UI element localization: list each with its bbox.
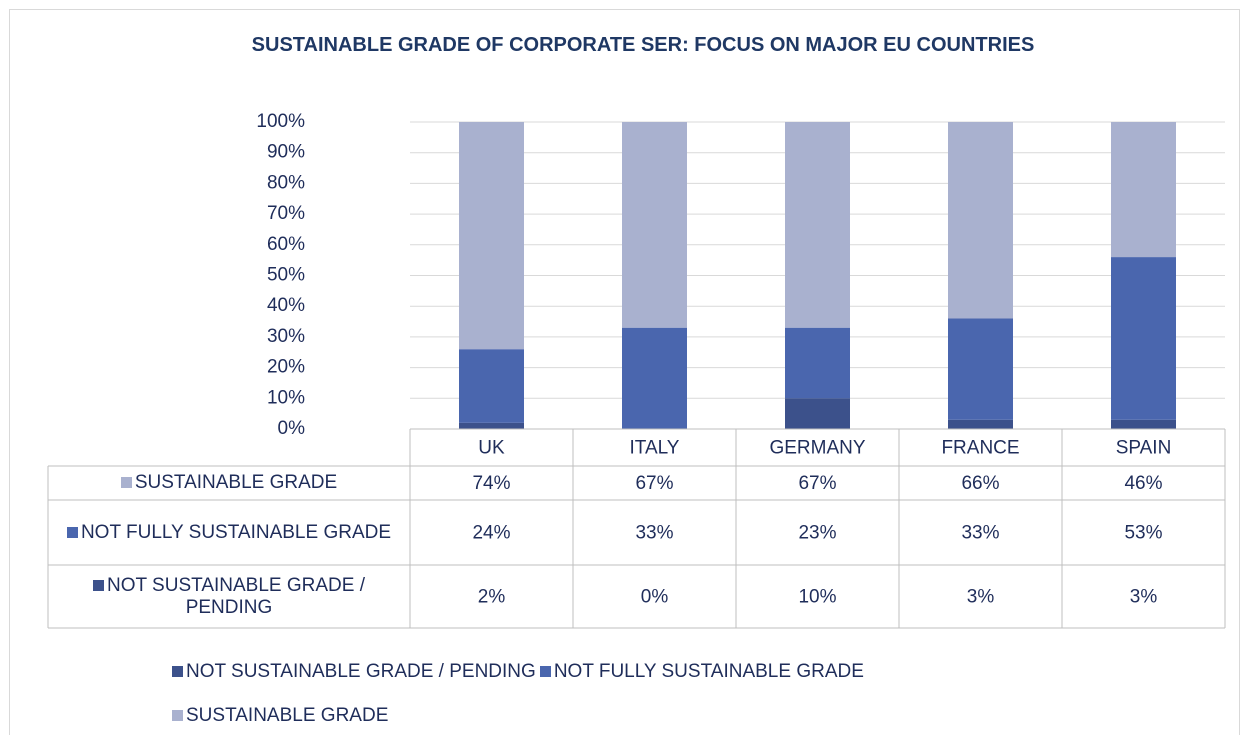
legend-item: NOT FULLY SUSTAINABLE GRADE	[539, 650, 864, 694]
table-row-label-box: NOT SUSTAINABLE GRADE / PENDING	[48, 575, 410, 619]
table-value: 74%	[472, 473, 510, 494]
bar-segment	[622, 327, 687, 429]
bar-segment	[622, 122, 687, 328]
bar-segment	[785, 398, 850, 429]
table-value: 3%	[1130, 587, 1158, 608]
x-tick-label: UK	[478, 438, 505, 459]
series-name: SUSTAINABLE GRADE	[134, 472, 338, 493]
table-value: 46%	[1124, 473, 1162, 494]
chart-title: SUSTAINABLE GRADE OF CORPORATE SER: FOCU…	[251, 34, 1035, 56]
y-tick-label: 80%	[267, 172, 305, 193]
table-row-label: SUSTAINABLE GRADE	[48, 466, 410, 500]
y-tick-label: 100%	[256, 111, 305, 132]
x-tick-label: FRANCE	[941, 438, 1019, 459]
table-value: 10%	[798, 587, 836, 608]
table-value: 33%	[961, 523, 999, 544]
table-row-label-box: SUSTAINABLE GRADE	[120, 472, 338, 494]
legend-label: NOT FULLY SUSTAINABLE GRADE	[553, 661, 864, 682]
x-tick-label: GERMANY	[769, 438, 865, 459]
bars	[459, 122, 1176, 429]
bar-segment	[1111, 419, 1176, 429]
x-tick-label: SPAIN	[1116, 438, 1172, 459]
table-value: 66%	[961, 473, 999, 494]
y-tick-label: 20%	[267, 357, 305, 378]
bar-segment	[1111, 122, 1176, 258]
legend-label: NOT SUSTAINABLE GRADE / PENDING	[186, 661, 536, 682]
table-value: 0%	[641, 587, 669, 608]
y-tick-label: 70%	[267, 203, 305, 224]
y-tick-label: 0%	[278, 418, 306, 439]
legend-label: SUSTAINABLE GRADE	[186, 705, 389, 726]
table-value: 2%	[478, 587, 506, 608]
legend-swatch	[172, 710, 183, 722]
y-tick-label: 10%	[267, 387, 305, 408]
y-tick-label: 40%	[267, 295, 305, 316]
bar-segment	[459, 422, 524, 429]
bar-segment	[948, 122, 1013, 319]
x-tick-label: ITALY	[630, 438, 680, 459]
y-tick-label: 50%	[267, 265, 305, 286]
table-value: 53%	[1124, 523, 1162, 544]
bar-segment	[459, 122, 524, 350]
legend-swatch	[120, 477, 132, 489]
table-value: 23%	[798, 523, 836, 544]
legend-swatch	[539, 666, 551, 678]
table-value: 67%	[635, 473, 673, 494]
bar-segment	[948, 318, 1013, 420]
legend-item: SUSTAINABLE GRADE	[172, 694, 388, 735]
legend-swatch	[172, 666, 183, 678]
y-tick-label: 30%	[267, 326, 305, 347]
bar-segment	[1111, 257, 1176, 420]
table-value: 33%	[635, 523, 673, 544]
bar-segment	[948, 419, 1013, 429]
y-tick-label: 90%	[267, 142, 305, 163]
series-name: NOT SUSTAINABLE GRADE / PENDING	[107, 574, 365, 618]
legend-swatch	[66, 526, 78, 538]
table-row-label: NOT SUSTAINABLE GRADE / PENDING	[48, 565, 410, 628]
legend-item: NOT SUSTAINABLE GRADE / PENDING	[172, 650, 536, 694]
series-name: NOT FULLY SUSTAINABLE GRADE	[80, 521, 392, 543]
bar-segment	[785, 122, 850, 328]
legend-swatch	[93, 579, 105, 591]
table-value: 67%	[798, 473, 836, 494]
table-row-label: NOT FULLY SUSTAINABLE GRADE	[48, 500, 410, 565]
bar-segment	[785, 327, 850, 399]
chart-frame	[9, 9, 1240, 735]
table-value: 3%	[967, 587, 995, 608]
y-tick-label: 60%	[267, 234, 305, 255]
legend: NOT SUSTAINABLE GRADE / PENDING NOT FULLY…	[172, 650, 1072, 735]
table-value: 24%	[472, 523, 510, 544]
bar-segment	[459, 349, 524, 423]
table-row-label-box: NOT FULLY SUSTAINABLE GRADE	[66, 521, 392, 544]
